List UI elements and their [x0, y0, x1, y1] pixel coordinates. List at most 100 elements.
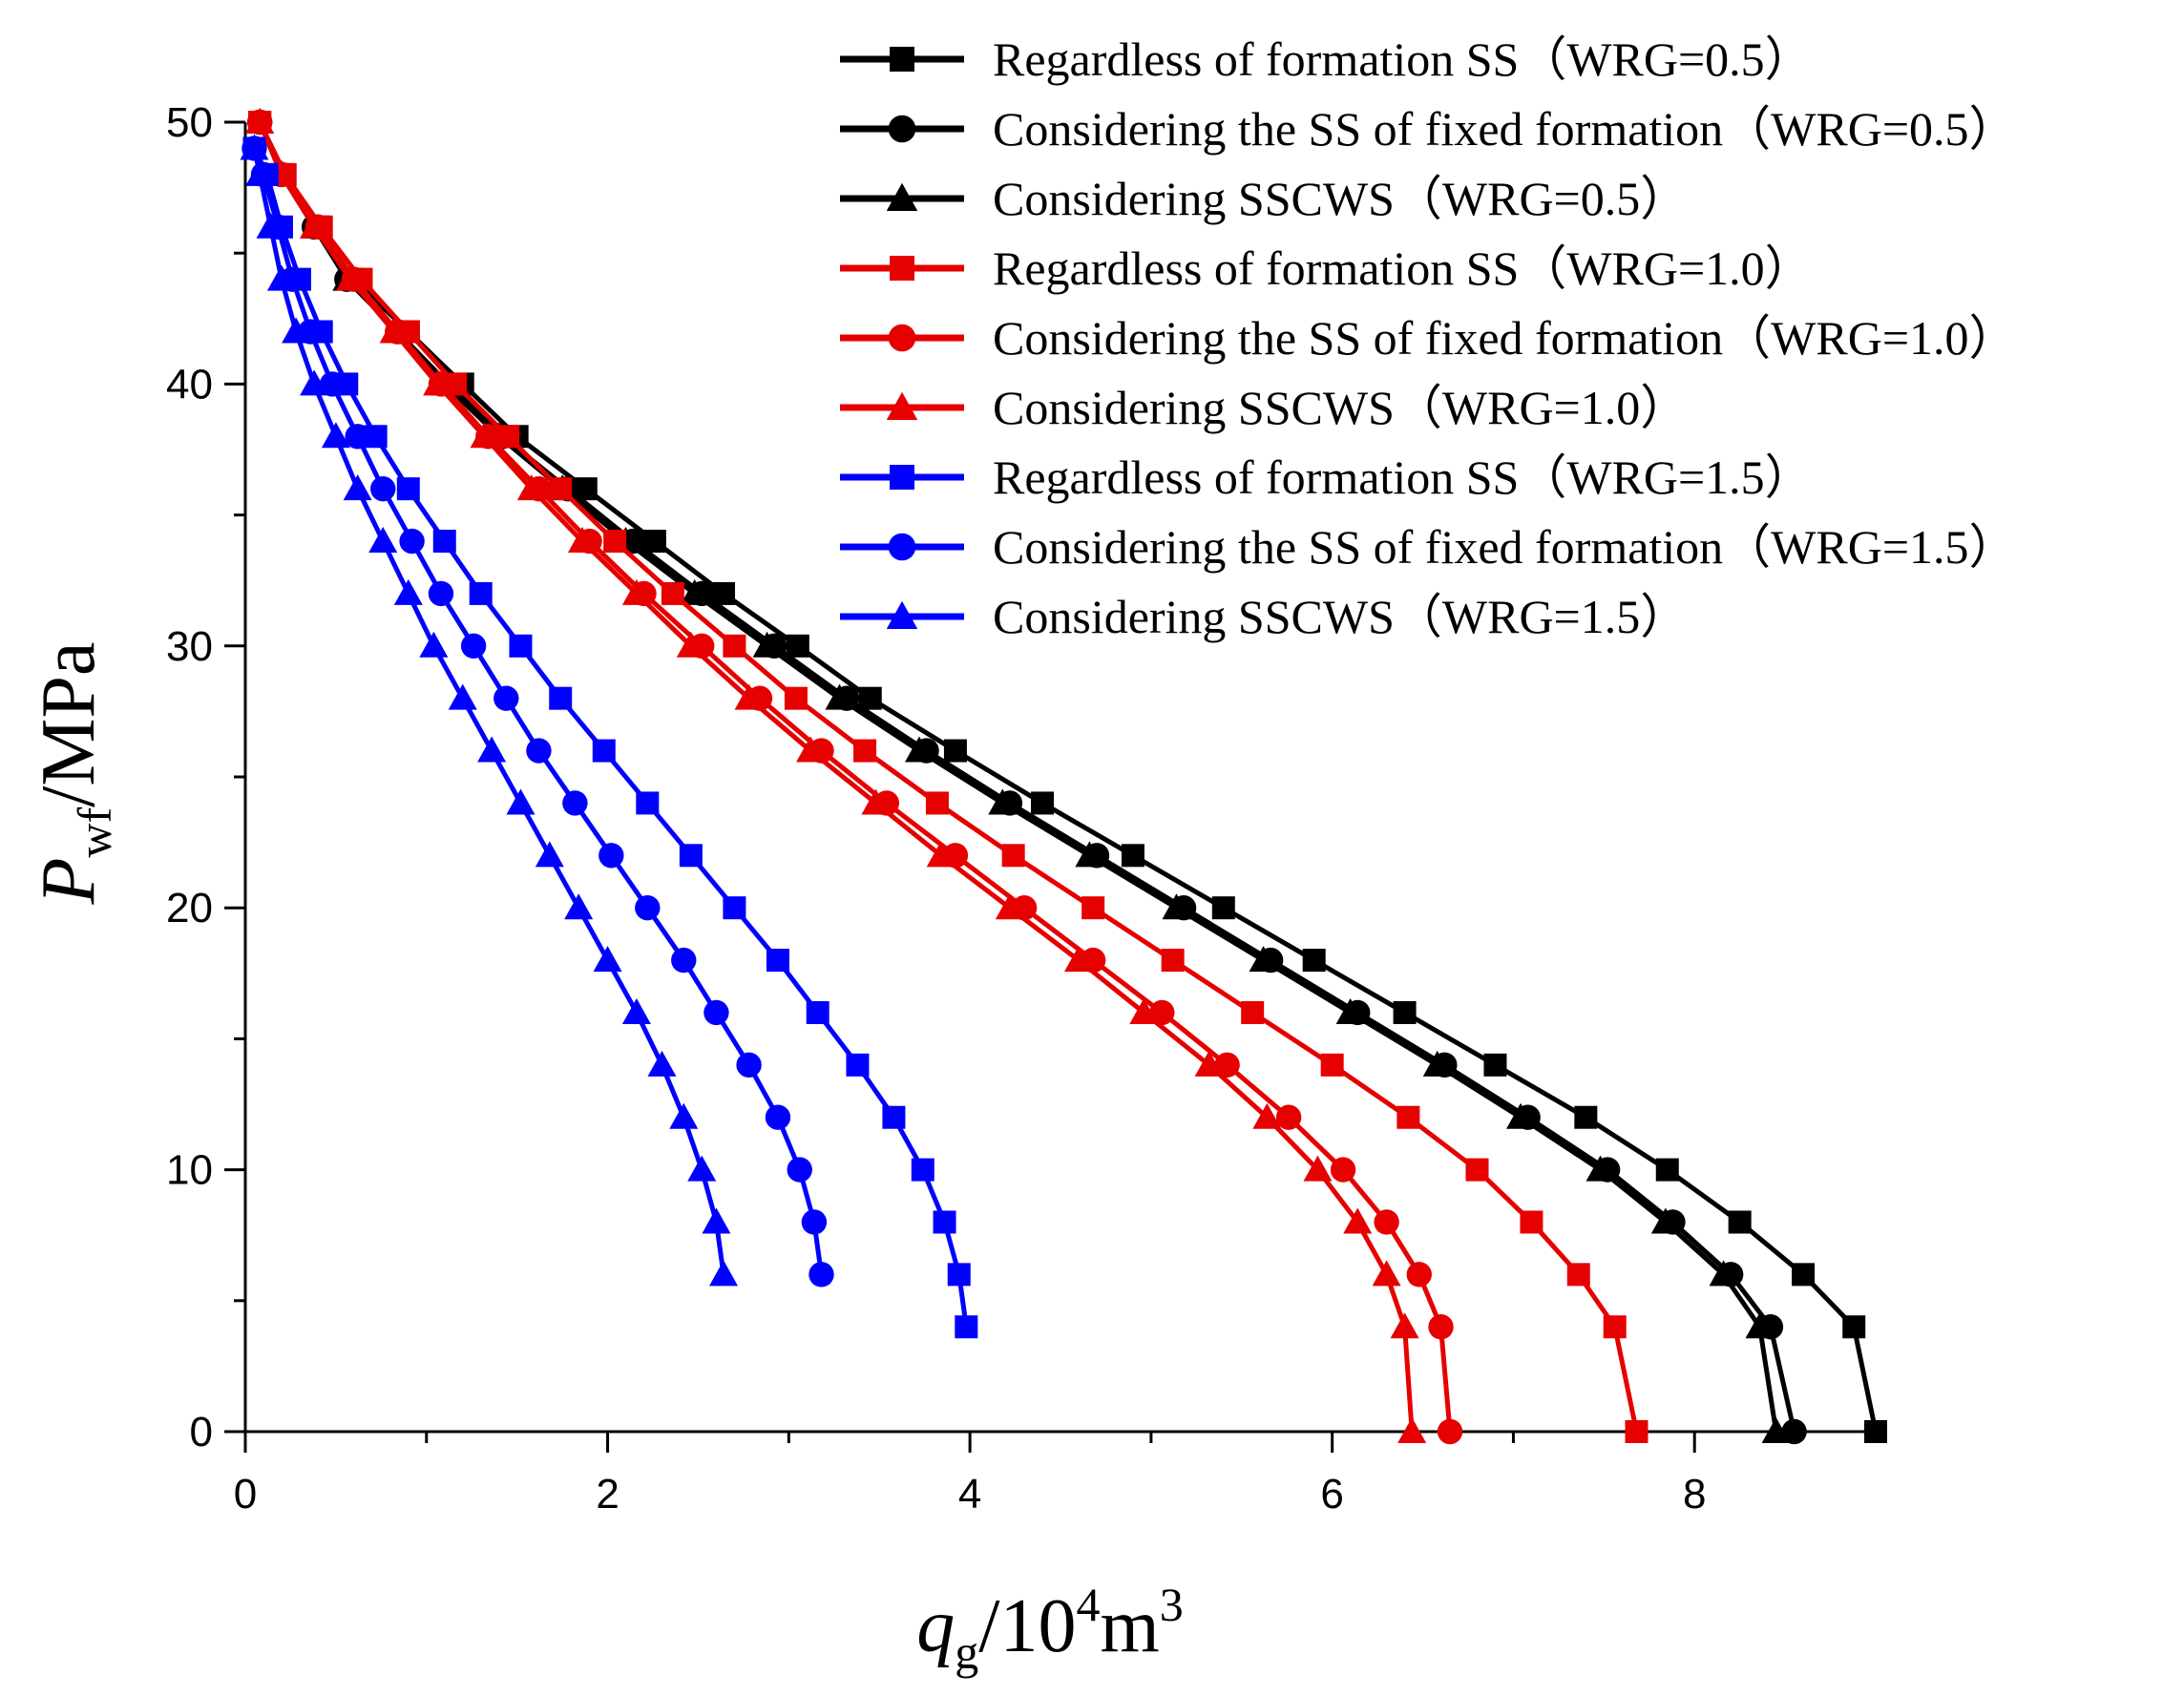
series-2	[246, 109, 1807, 1445]
data-point-triangle-marker	[1506, 1102, 1536, 1129]
data-point-triangle-marker	[506, 788, 536, 815]
x-tick-label: 2	[596, 1471, 619, 1518]
data-point-triangle-marker	[1063, 946, 1093, 973]
data-point-square-marker	[469, 581, 493, 605]
data-point-circle-marker	[765, 1104, 791, 1130]
data-point-square-marker	[1320, 1053, 1344, 1077]
data-point-square-marker	[1393, 1000, 1417, 1024]
series-line	[252, 147, 824, 1275]
data-point-triangle-marker	[1390, 1312, 1419, 1339]
legend-label: Regardless of formation SS（WRG=1.5）	[993, 450, 1813, 504]
series-4	[248, 111, 1648, 1443]
data-point-square-marker	[661, 581, 684, 605]
data-point-triangle-marker	[448, 683, 477, 710]
data-point-triangle-marker	[393, 578, 423, 605]
ticks: 0 2 4 6 8 0 10 20 30 40 50	[166, 99, 1878, 1518]
data-point-circle-marker	[635, 895, 661, 921]
legend-item: Regardless of formation SS（WRG=1.5）	[840, 450, 1813, 504]
y-tick-label: 10	[166, 1147, 213, 1194]
y-tick-label: 40	[166, 361, 213, 408]
data-point-square-marker	[882, 1105, 906, 1129]
data-point-square-marker	[1001, 844, 1025, 868]
data-point-square-marker	[1728, 1210, 1752, 1234]
data-point-square-marker	[806, 1000, 830, 1024]
data-point-triangle-marker	[282, 317, 311, 344]
legend-item: Considering the SS of fixed formation（WR…	[840, 520, 2017, 574]
data-point-square-marker	[1302, 949, 1326, 973]
data-point-triangle-marker	[1372, 1260, 1401, 1287]
data-point-triangle-marker	[988, 788, 1018, 815]
data-point-square-marker	[955, 1315, 978, 1339]
data-point-triangle-marker	[669, 1102, 699, 1129]
data-point-circle-marker	[808, 1262, 834, 1288]
data-point-circle-marker	[526, 738, 552, 764]
legend-circle-marker	[888, 115, 916, 143]
y-tick-label: 20	[166, 885, 213, 932]
data-point-square-marker	[786, 634, 809, 658]
data-point-square-marker	[1566, 1263, 1590, 1287]
data-point-triangle-marker	[995, 893, 1024, 920]
legend-item: Regardless of formation SS（WRG=0.5）	[840, 32, 1813, 86]
y-axis-title-main: P	[27, 858, 111, 906]
legend-item: Considering SSCWS（WRG=0.5）	[840, 172, 1688, 225]
data-point-triangle-marker	[567, 527, 597, 554]
x-axis-title-main: q	[916, 1584, 955, 1668]
data-point-square-marker	[1655, 1158, 1679, 1182]
data-point-triangle-marker	[593, 946, 622, 973]
x-tick-label: 0	[234, 1471, 257, 1518]
data-point-square-marker	[846, 1053, 870, 1077]
data-point-square-marker	[636, 791, 660, 815]
data-point-triangle-marker	[904, 736, 934, 763]
data-point-triangle-marker	[245, 108, 275, 134]
data-point-triangle-marker	[1194, 1050, 1224, 1077]
data-point-circle-marker	[1781, 1418, 1807, 1445]
legend-item: Considering the SS of fixed formation（WR…	[840, 311, 2017, 365]
data-point-triangle-marker	[256, 212, 285, 239]
x-axis-title-sub: g	[955, 1625, 978, 1679]
data-point-square-marker	[1864, 1420, 1887, 1443]
data-point-circle-marker	[460, 633, 487, 659]
x-axis-title-unit: m	[1101, 1584, 1160, 1668]
data-point-triangle-marker	[423, 369, 452, 396]
legend-item: Considering SSCWS（WRG=1.0）	[840, 381, 1688, 434]
data-point-circle-marker	[704, 999, 729, 1026]
x-axis-title-unit-sup: 3	[1160, 1578, 1184, 1631]
data-point-triangle-marker	[621, 997, 651, 1024]
legend-item: Considering SSCWS（WRG=1.5）	[840, 590, 1688, 643]
data-point-triangle-marker	[861, 788, 891, 815]
data-point-square-marker	[723, 634, 746, 658]
data-point-square-marker	[766, 949, 789, 973]
data-point-square-marker	[1396, 1105, 1420, 1129]
y-tick-label: 30	[166, 623, 213, 670]
data-point-triangle-marker	[1745, 1312, 1774, 1339]
y-axis-title-rest: /MPa	[27, 642, 111, 807]
series-3	[245, 108, 1791, 1443]
data-point-triangle-marker	[379, 317, 409, 344]
data-point-square-marker	[396, 477, 420, 501]
data-point-triangle-marker	[516, 474, 546, 501]
legend-label: Regardless of formation SS（WRG=0.5）	[993, 32, 1813, 86]
data-point-square-marker	[1082, 896, 1105, 920]
legend-label: Considering the SS of fixed formation（WR…	[993, 311, 2017, 365]
data-point-triangle-marker	[1075, 841, 1104, 868]
data-point-square-marker	[1625, 1420, 1648, 1443]
legend-item: Regardless of formation SS（WRG=1.0）	[840, 241, 1813, 295]
legend-triangle-marker	[886, 182, 918, 211]
data-point-square-marker	[1842, 1315, 1866, 1339]
y-tick-label: 0	[190, 1409, 213, 1455]
data-point-square-marker	[1574, 1105, 1598, 1129]
data-point-triangle-marker	[1303, 1155, 1333, 1182]
legend-square-marker	[890, 465, 914, 490]
series-layer	[240, 108, 1887, 1445]
data-point-triangle-marker	[926, 841, 956, 868]
data-point-square-marker	[1792, 1263, 1816, 1287]
data-point-circle-marker	[1330, 1157, 1356, 1183]
legend-label: Considering the SS of fixed formation（WR…	[993, 520, 2017, 574]
y-axis-title-sub: wf	[68, 807, 121, 858]
data-point-triangle-marker	[676, 631, 705, 658]
data-point-square-marker	[1121, 844, 1144, 868]
x-axis-title-sup: 4	[1077, 1578, 1101, 1631]
data-point-circle-marker	[1149, 999, 1175, 1026]
data-point-triangle-marker	[419, 631, 449, 658]
